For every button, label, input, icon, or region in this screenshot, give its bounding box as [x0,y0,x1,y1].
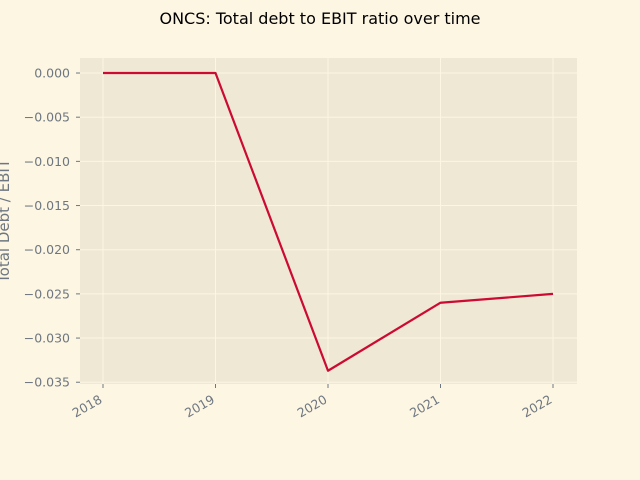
y-axis-label: Total Debt / EBIT [0,158,13,284]
grid-lines [80,58,577,384]
y-tick-label: −0.005 [24,110,70,125]
y-axis-ticks: 0.000 −0.005 −0.010 −0.015 −0.020 −0.025 −0.03… [24,66,80,390]
y-tick-label: −0.010 [24,154,70,169]
y-tick-label: −0.035 [24,375,70,390]
chart-title: ONCS: Total debt to EBIT ratio over time [159,9,480,28]
y-tick-label: −0.020 [24,242,70,257]
series-layer [102,71,554,372]
y-tick-label: −0.025 [24,286,70,301]
y-tick-label: −0.030 [24,331,70,346]
y-tick-label: −0.015 [24,198,70,213]
y-tick-label: 0.000 [34,66,70,81]
